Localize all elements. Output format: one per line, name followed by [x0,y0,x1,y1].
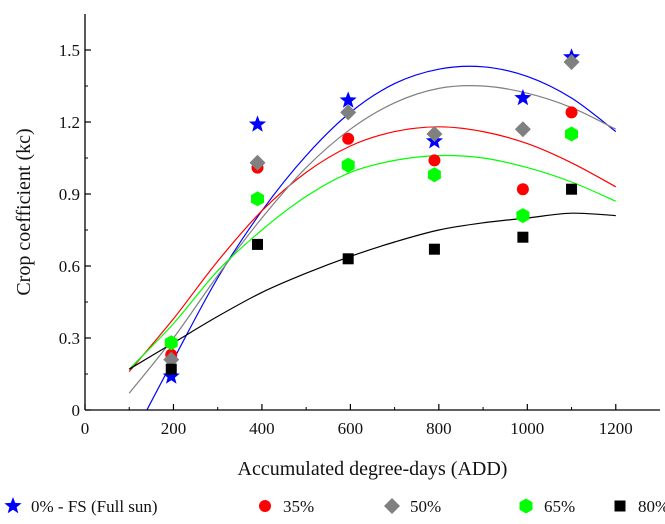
x-tick-label-6: 1200 [599,419,633,438]
point-s3-5 [565,126,578,142]
x-tick-label-4: 800 [426,419,452,438]
point-s2-0 [163,351,180,368]
series-1-markers [165,106,578,361]
point-s1-2 [342,132,355,145]
y-tick-label-5: 1.5 [59,41,80,60]
legend-item-2: 50% [384,497,441,516]
fit-curve-4 [128,212,616,370]
fit-curve-0 [146,65,617,410]
point-s2-5 [563,54,580,70]
fit-curve-1 [128,126,617,372]
legend-item-4: 80% [614,497,665,516]
legend-label-1: 35% [283,497,314,516]
legend-label-3: 65% [544,497,575,516]
point-s1-3 [428,154,441,167]
legend-item-3: 65% [519,497,575,516]
point-s1-4 [516,183,529,196]
legend-label-0: 0% - FS (Full sun) [31,497,158,516]
point-s0-0 [162,367,180,384]
x-tick-label-3: 600 [338,419,364,438]
legend-marker-0 [4,497,22,514]
series-2-markers [163,54,580,368]
point-s4-0 [165,363,177,375]
point-s0-4 [514,89,532,106]
series-3-markers [164,126,578,351]
point-s2-2 [340,104,357,121]
point-s4-2 [342,253,354,265]
legend-marker-3 [519,498,533,514]
x-tick-label-0: 0 [81,419,90,438]
legend-marker-2 [384,498,400,514]
series-4-markers [165,183,578,375]
point-s0-2 [339,91,357,108]
legend-item-1: 35% [259,497,314,516]
point-s4-5 [566,183,578,195]
x-tick-label-5: 1000 [510,419,544,438]
legend-item-0: 0% - FS (Full sun) [4,497,158,516]
y-tick-label-4: 1.2 [59,113,80,132]
point-s2-3 [426,126,443,142]
y-axis-title: Crop coefficient (kc) [13,128,35,295]
point-s2-4 [514,121,531,138]
legend: 0% - FS (Full sun) 35% 50% 65% 80% [4,497,665,516]
point-s3-3 [427,167,441,183]
point-s2-1 [249,154,266,171]
point-s4-3 [428,243,440,255]
y-tick-label-3: 0.9 [59,185,80,204]
y-tick-label-1: 0.3 [59,329,80,348]
point-s3-4 [516,208,530,224]
legend-marker-1 [259,500,271,512]
point-s1-5 [565,106,578,119]
y-tick-label-2: 0.6 [59,257,80,276]
point-s4-1 [252,238,263,250]
fit-curve-2 [128,85,617,394]
x-tick-label-2: 400 [249,419,275,438]
x-axis-title: Accumulated degree-days (ADD) [238,458,508,480]
fit-curve-3 [128,154,617,370]
point-s3-0 [164,335,178,351]
legend-marker-4 [614,500,626,512]
legend-label-4: 80% [638,497,665,516]
axes: 0 200 400 600 800 1000 1200 0 0.3 0.6 0.9 1.2 1.5 [59,14,660,438]
plot-area [128,48,617,410]
legend-label-2: 50% [410,497,441,516]
point-s0-1 [248,115,267,132]
x-tick-label-1: 200 [161,419,187,438]
point-s4-4 [517,231,529,243]
point-s3-2 [341,157,355,173]
y-tick-label-0: 0 [72,401,81,420]
point-s3-1 [251,191,264,207]
